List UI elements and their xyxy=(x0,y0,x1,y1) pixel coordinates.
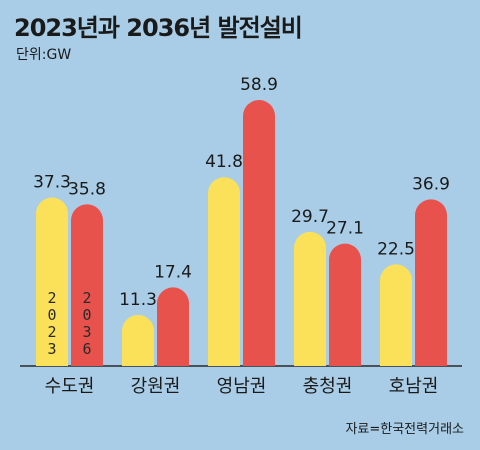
bar-영남권-2023 xyxy=(208,177,240,366)
value-label-호남권-2036: 36.9 xyxy=(412,174,450,194)
category-label-영남권: 영남권 xyxy=(217,376,267,397)
category-label-수도권: 수도권 xyxy=(45,376,95,397)
legend-2036-char: 6 xyxy=(82,340,91,358)
bar-수도권-2023 xyxy=(36,197,68,366)
legend-2036-char: 3 xyxy=(82,323,91,341)
value-label-호남권-2023: 22.5 xyxy=(377,239,415,259)
bar-충청권-2036 xyxy=(329,243,361,366)
legend-2023-char: 2 xyxy=(47,323,56,341)
bar-호남권-2036 xyxy=(415,199,447,366)
bar-강원권-2023 xyxy=(122,314,154,366)
category-label-호남권: 호남권 xyxy=(389,376,439,397)
value-label-충청권-2036: 27.1 xyxy=(326,219,364,239)
value-label-영남권-2036: 58.9 xyxy=(240,75,278,95)
legend-2023-char: 0 xyxy=(47,306,56,324)
bar-호남권-2023 xyxy=(380,264,412,366)
value-label-강원권-2023: 11.3 xyxy=(119,290,157,310)
value-label-수도권-2036: 35.8 xyxy=(68,179,106,199)
legend-2023-char: 2 xyxy=(47,289,56,307)
source-note: 자료=한국전력거래소 xyxy=(345,422,464,437)
bar-수도권-2036 xyxy=(71,204,103,366)
legend-2023-char: 3 xyxy=(47,340,56,358)
value-label-강원권-2036: 17.4 xyxy=(154,262,192,282)
bar-영남권-2036 xyxy=(243,100,275,366)
category-label-충청권: 충청권 xyxy=(303,376,353,397)
value-label-영남권-2023: 41.8 xyxy=(205,152,243,172)
bars-group: 37.3202335.82036수도권11.317.4강원권41.858.9영남… xyxy=(33,75,450,397)
chart-title: 2023년과 2036년 발전설비 xyxy=(14,14,303,42)
value-label-수도권-2023: 37.3 xyxy=(33,173,71,193)
value-label-충청권-2023: 29.7 xyxy=(291,207,329,227)
category-label-강원권: 강원권 xyxy=(131,376,181,397)
bar-충청권-2023 xyxy=(294,231,326,366)
legend-2036-char: 2 xyxy=(82,289,91,307)
unit-label: 단위:GW xyxy=(16,47,72,63)
legend-2036-char: 0 xyxy=(82,306,91,324)
bar-강원권-2036 xyxy=(157,287,189,366)
